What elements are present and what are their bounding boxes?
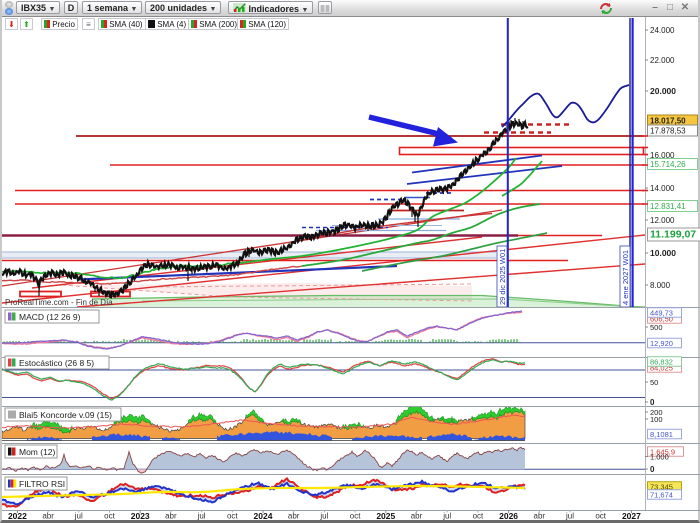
svg-text:jul: jul: [319, 512, 328, 521]
svg-text:200: 200: [650, 408, 663, 417]
svg-text:16.000: 16.000: [650, 151, 675, 160]
svg-text:50: 50: [650, 378, 658, 387]
svg-text:1.000: 1.000: [650, 453, 669, 462]
svg-text:12.000: 12.000: [650, 216, 675, 225]
svg-text:Blai5 Koncorde v.09 (15): Blai5 Koncorde v.09 (15): [19, 410, 112, 420]
svg-text:0: 0: [650, 398, 655, 407]
svg-text:17.878,53: 17.878,53: [650, 127, 686, 136]
svg-text:jul: jul: [565, 512, 574, 521]
svg-text:abr: abr: [411, 512, 423, 521]
svg-text:oct: oct: [227, 512, 238, 521]
svg-text:606,50: 606,50: [650, 315, 673, 324]
svg-text:15.714,26: 15.714,26: [650, 160, 686, 169]
svg-text:abr: abr: [288, 512, 300, 521]
svg-text:24.000: 24.000: [650, 26, 675, 35]
svg-text:4 ene 2027 W01: 4 ene 2027 W01: [621, 250, 630, 305]
svg-text:Estocástico (26 8 5): Estocástico (26 8 5): [19, 358, 94, 368]
svg-text:20.000: 20.000: [650, 86, 676, 96]
svg-text:abr: abr: [534, 512, 546, 521]
svg-text:8,1081: 8,1081: [650, 430, 673, 439]
svg-text:abr: abr: [42, 512, 54, 521]
svg-text:100: 100: [650, 415, 663, 424]
svg-text:jul: jul: [74, 512, 83, 521]
svg-text:oct: oct: [350, 512, 361, 521]
svg-text:1.645,9: 1.645,9: [650, 448, 675, 457]
svg-text:oct: oct: [104, 512, 115, 521]
svg-text:449,73: 449,73: [650, 309, 673, 318]
svg-text:2024: 2024: [254, 511, 273, 521]
svg-text:18.017,50: 18.017,50: [650, 117, 686, 126]
svg-text:2027: 2027: [622, 511, 641, 521]
svg-text:MACD (12 26 9): MACD (12 26 9): [19, 312, 81, 322]
svg-text:oct: oct: [595, 512, 606, 521]
svg-text:2022: 2022: [8, 511, 27, 521]
svg-text:500: 500: [650, 323, 663, 332]
svg-text:8.000: 8.000: [650, 281, 671, 290]
svg-text:73,345: 73,345: [650, 483, 673, 492]
svg-text:jul: jul: [197, 512, 206, 521]
svg-text:12.831,41: 12.831,41: [650, 202, 686, 211]
svg-text:jul: jul: [442, 512, 451, 521]
svg-text:2025: 2025: [376, 511, 395, 521]
svg-text:ProRealTime.com - Fin de Día: ProRealTime.com - Fin de Día: [5, 298, 113, 307]
svg-text:29 dic 2025 W01: 29 dic 2025 W01: [498, 249, 507, 305]
svg-text:FILTRO RSI: FILTRO RSI: [19, 479, 65, 489]
svg-text:12,920: 12,920: [650, 339, 673, 348]
svg-text:10.000: 10.000: [650, 248, 676, 258]
svg-text:71,674: 71,674: [650, 491, 673, 500]
svg-text:22.000: 22.000: [650, 56, 675, 65]
svg-text:Mom (12): Mom (12): [19, 447, 56, 457]
svg-text:oct: oct: [473, 512, 484, 521]
svg-text:84,025: 84,025: [650, 364, 673, 373]
svg-text:2023: 2023: [131, 511, 150, 521]
svg-text:11.199,07: 11.199,07: [650, 229, 696, 241]
svg-text:abr: abr: [165, 512, 177, 521]
svg-text:2026: 2026: [499, 511, 518, 521]
svg-text:0: 0: [650, 465, 655, 474]
svg-text:14.000: 14.000: [650, 184, 675, 193]
svg-text:86,832: 86,832: [650, 358, 673, 367]
